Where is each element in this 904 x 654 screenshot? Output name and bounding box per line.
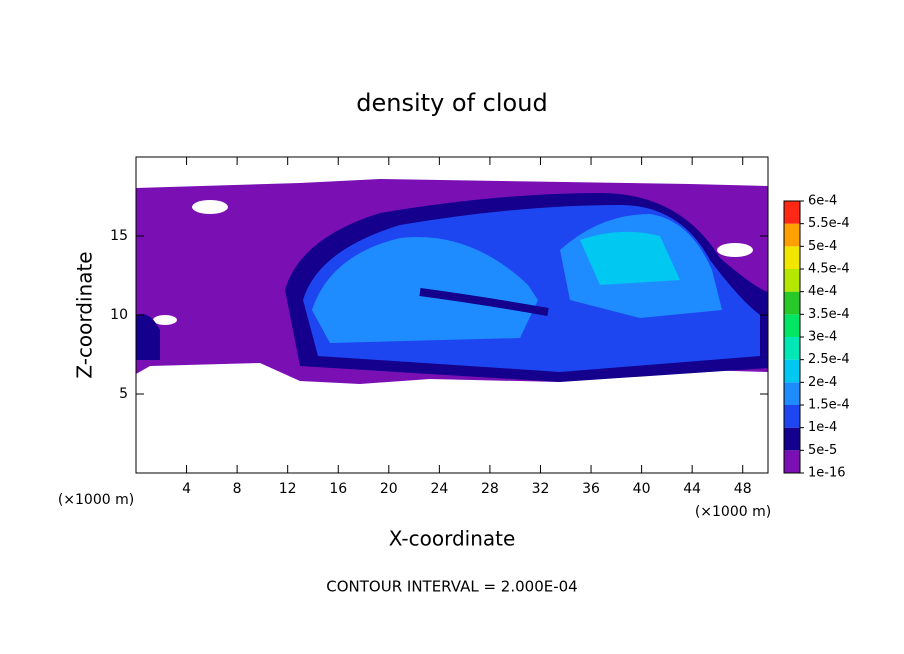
colorbar-band bbox=[784, 450, 800, 473]
x-tick-label: 24 bbox=[430, 481, 448, 497]
colorbar-label: 4e-4 bbox=[808, 284, 837, 299]
colorbar-band bbox=[784, 382, 800, 405]
contour-region bbox=[419, 288, 549, 316]
footer-note: CONTOUR INTERVAL = 2.000E-04 bbox=[326, 578, 577, 596]
colorbar-band bbox=[784, 201, 800, 224]
colorbar-label: 4.5e-4 bbox=[808, 262, 850, 277]
x-tick-label: 32 bbox=[532, 481, 550, 497]
colorbar-band bbox=[784, 337, 800, 360]
contour-gap bbox=[717, 243, 753, 257]
x-tick-label: 44 bbox=[683, 481, 701, 497]
x-tick-label: 8 bbox=[233, 481, 242, 497]
colorbar-band bbox=[784, 427, 800, 451]
colorbar-label: 2e-4 bbox=[808, 375, 837, 390]
colorbar-band bbox=[784, 291, 800, 315]
chart-title: density of cloud bbox=[356, 89, 547, 117]
colorbar-band bbox=[784, 246, 800, 269]
colorbar-label: 5.5e-4 bbox=[808, 216, 850, 231]
x-tick-label: 4 bbox=[182, 481, 191, 497]
contour-gap bbox=[153, 315, 177, 325]
x-tick-label: 40 bbox=[633, 481, 651, 497]
x-tick-label: 16 bbox=[329, 481, 347, 497]
x-tick-label: 48 bbox=[734, 481, 752, 497]
x-axis-label: X-coordinate bbox=[389, 527, 516, 551]
colorbar-label: 3.5e-4 bbox=[808, 307, 850, 322]
contour-region bbox=[580, 231, 680, 285]
x-unit-label: (×1000 m) bbox=[695, 504, 771, 520]
contour-region bbox=[136, 314, 160, 360]
y-tick-label: 15 bbox=[110, 228, 128, 244]
colorbar-label: 2.5e-4 bbox=[808, 352, 850, 367]
colorbar-label: 6e-4 bbox=[808, 194, 837, 209]
colorbar-label: 5e-4 bbox=[808, 239, 837, 254]
x-tick-label: 20 bbox=[380, 481, 398, 497]
colorbar-label: 5e-5 bbox=[808, 443, 837, 458]
y-tick-label: 5 bbox=[119, 386, 128, 402]
x-tick-label: 36 bbox=[582, 481, 600, 497]
colorbar-band bbox=[784, 359, 800, 383]
y-axis-label: Z-coordinate bbox=[73, 251, 97, 378]
y-unit-label: (×1000 m) bbox=[58, 492, 134, 508]
x-tick-label: 12 bbox=[279, 481, 297, 497]
colorbar-band bbox=[784, 405, 800, 428]
contour-field bbox=[136, 179, 768, 384]
colorbar-label: 3e-4 bbox=[808, 330, 837, 345]
colorbar-band bbox=[784, 314, 800, 337]
contour-gap bbox=[192, 200, 228, 214]
x-tick-label: 28 bbox=[481, 481, 499, 497]
colorbar-label: 1e-16 bbox=[808, 466, 846, 481]
colorbar-band bbox=[784, 269, 800, 292]
colorbar-label: 1e-4 bbox=[808, 420, 837, 435]
y-tick-label: 10 bbox=[110, 307, 128, 323]
colorbar-label: 1.5e-4 bbox=[808, 398, 850, 413]
colorbar-band bbox=[784, 223, 800, 247]
